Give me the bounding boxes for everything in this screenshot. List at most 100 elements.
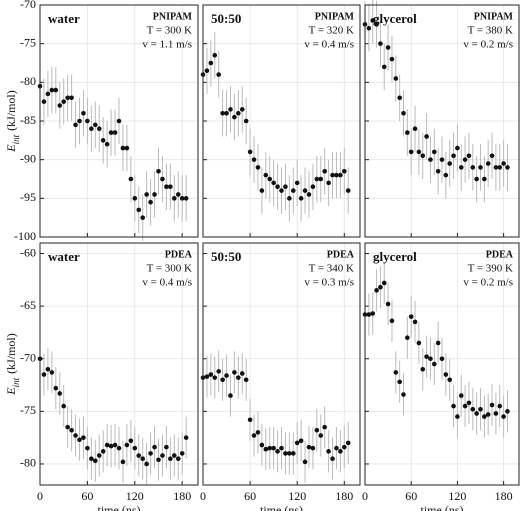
data-point bbox=[397, 379, 402, 385]
data-point bbox=[330, 172, 335, 178]
y-tick-label: -80 bbox=[20, 456, 36, 470]
data-point bbox=[208, 60, 214, 66]
panel-frame bbox=[202, 242, 361, 486]
data-point bbox=[412, 319, 418, 325]
panel-frame bbox=[202, 4, 361, 238]
data-point bbox=[470, 406, 476, 412]
data-point bbox=[378, 41, 383, 46]
data-point bbox=[462, 403, 468, 409]
panel-frame bbox=[364, 242, 520, 486]
data-point bbox=[228, 393, 233, 398]
data-point bbox=[401, 110, 406, 116]
polymer-label: PNIPAM bbox=[153, 11, 193, 22]
data-point bbox=[497, 165, 503, 170]
data-point bbox=[73, 122, 78, 128]
data-point bbox=[306, 444, 312, 450]
data-point bbox=[397, 95, 402, 101]
data-point bbox=[255, 430, 261, 435]
data-point bbox=[100, 449, 106, 454]
y-axis-label: Eint (kJ/mol) bbox=[4, 90, 21, 153]
data-point bbox=[41, 99, 47, 104]
data-point bbox=[302, 188, 308, 193]
data-point bbox=[416, 340, 422, 346]
data-point bbox=[489, 153, 495, 159]
data-point bbox=[482, 414, 487, 419]
data-point bbox=[224, 110, 229, 116]
data-point bbox=[283, 184, 288, 190]
velocity-label: v = 1.1 m/s bbox=[142, 39, 192, 51]
data-point bbox=[439, 157, 445, 162]
y-axis-unit: (kJ/mol) bbox=[4, 90, 18, 131]
data-point bbox=[228, 107, 233, 112]
data-point bbox=[345, 440, 351, 446]
data-point bbox=[152, 192, 157, 197]
data-point bbox=[89, 126, 94, 132]
data-point bbox=[326, 449, 331, 454]
data-point bbox=[144, 192, 149, 197]
data-point bbox=[385, 301, 391, 307]
data-point bbox=[77, 118, 82, 124]
x-axis-label: time (ns) bbox=[421, 503, 464, 511]
data-point bbox=[366, 25, 372, 31]
data-point bbox=[478, 165, 483, 170]
data-point bbox=[65, 424, 70, 430]
data-point bbox=[290, 188, 296, 193]
data-point bbox=[247, 417, 253, 423]
data-point bbox=[236, 110, 241, 116]
data-point bbox=[267, 445, 273, 451]
data-point bbox=[128, 438, 134, 444]
data-point bbox=[160, 176, 165, 182]
data-point bbox=[493, 411, 499, 416]
data-point bbox=[104, 442, 110, 448]
data-point bbox=[462, 157, 468, 162]
panel-label: water bbox=[48, 11, 80, 26]
panel-label: glycerol bbox=[373, 11, 417, 26]
data-point bbox=[116, 445, 122, 451]
data-point bbox=[172, 196, 177, 201]
data-point bbox=[428, 157, 433, 162]
panel-label: water bbox=[48, 249, 80, 264]
data-point bbox=[108, 443, 114, 449]
y-axis-unit: (kJ/mol) bbox=[4, 333, 18, 374]
data-point bbox=[458, 165, 464, 170]
data-point bbox=[505, 409, 510, 414]
data-point bbox=[152, 444, 157, 450]
data-point bbox=[183, 435, 189, 440]
x-tick-label: 180 bbox=[335, 489, 353, 503]
data-point bbox=[124, 442, 130, 448]
data-point bbox=[53, 385, 59, 391]
data-point bbox=[183, 196, 189, 201]
data-point bbox=[443, 372, 449, 377]
data-point bbox=[96, 453, 102, 458]
data-point bbox=[263, 446, 269, 452]
data-point bbox=[61, 403, 66, 409]
data-point bbox=[482, 176, 487, 182]
x-tick-label: 180 bbox=[495, 489, 513, 503]
polymer-label: PDEA bbox=[486, 249, 514, 260]
panel-label: 50:50 bbox=[211, 249, 241, 264]
data-point bbox=[140, 215, 145, 220]
x-tick-label: 60 bbox=[81, 489, 93, 503]
data-point bbox=[236, 375, 241, 380]
temperature-label: T = 340 K bbox=[309, 263, 354, 275]
data-point bbox=[447, 377, 453, 383]
data-point bbox=[302, 459, 308, 465]
y-tick-label: -85 bbox=[20, 113, 36, 127]
data-point bbox=[239, 371, 245, 376]
data-point bbox=[168, 184, 173, 190]
data-point bbox=[389, 318, 395, 324]
x-tick-label: 0 bbox=[200, 489, 206, 503]
data-point bbox=[208, 372, 214, 377]
data-point bbox=[408, 314, 414, 319]
data-point bbox=[451, 403, 456, 409]
data-point bbox=[116, 118, 122, 124]
data-point bbox=[432, 149, 437, 155]
data-point bbox=[455, 414, 460, 419]
data-point bbox=[164, 184, 169, 190]
data-point bbox=[374, 22, 379, 27]
data-point bbox=[112, 130, 118, 135]
velocity-label: v = 0.2 m/s bbox=[463, 39, 513, 51]
data-point bbox=[432, 361, 437, 367]
data-point bbox=[501, 161, 506, 166]
data-point bbox=[283, 451, 288, 456]
